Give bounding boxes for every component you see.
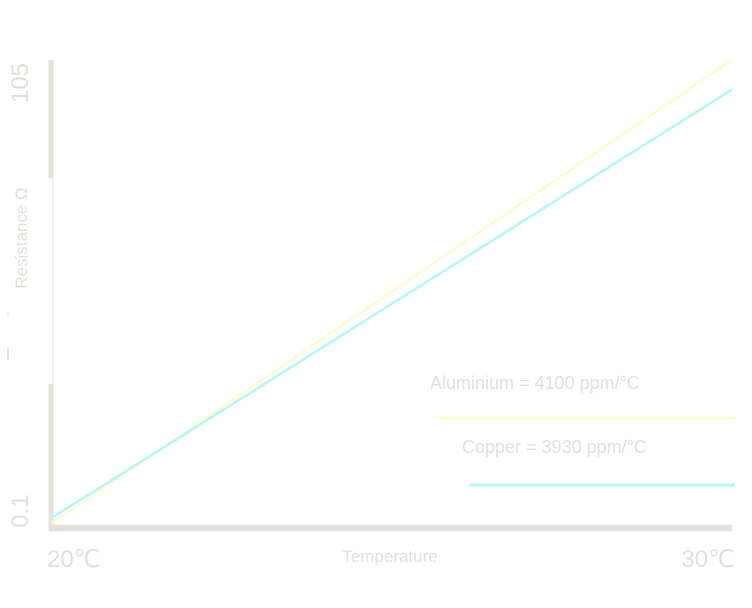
legend-label-copper: Copper = 3930 ppm/°C <box>462 437 647 457</box>
x-tick-label-max: 30℃ <box>681 546 735 573</box>
x-axis-title: Temperature <box>342 547 437 566</box>
legend-label-aluminium: Aluminium = 4100 ppm/°C <box>430 373 640 393</box>
axes <box>48 60 732 532</box>
series-line-copper <box>51 88 733 519</box>
x-tick-label-min: 20℃ <box>47 546 101 573</box>
y-tick-label-max: 105 <box>7 63 34 103</box>
y-axis-title: Resistance Ω <box>12 187 31 289</box>
y-tick-label-min: 0.1 <box>7 494 34 527</box>
series-lines <box>51 58 733 525</box>
legend: Aluminium = 4100 ppm/°C Copper = 3930 pp… <box>430 373 735 487</box>
